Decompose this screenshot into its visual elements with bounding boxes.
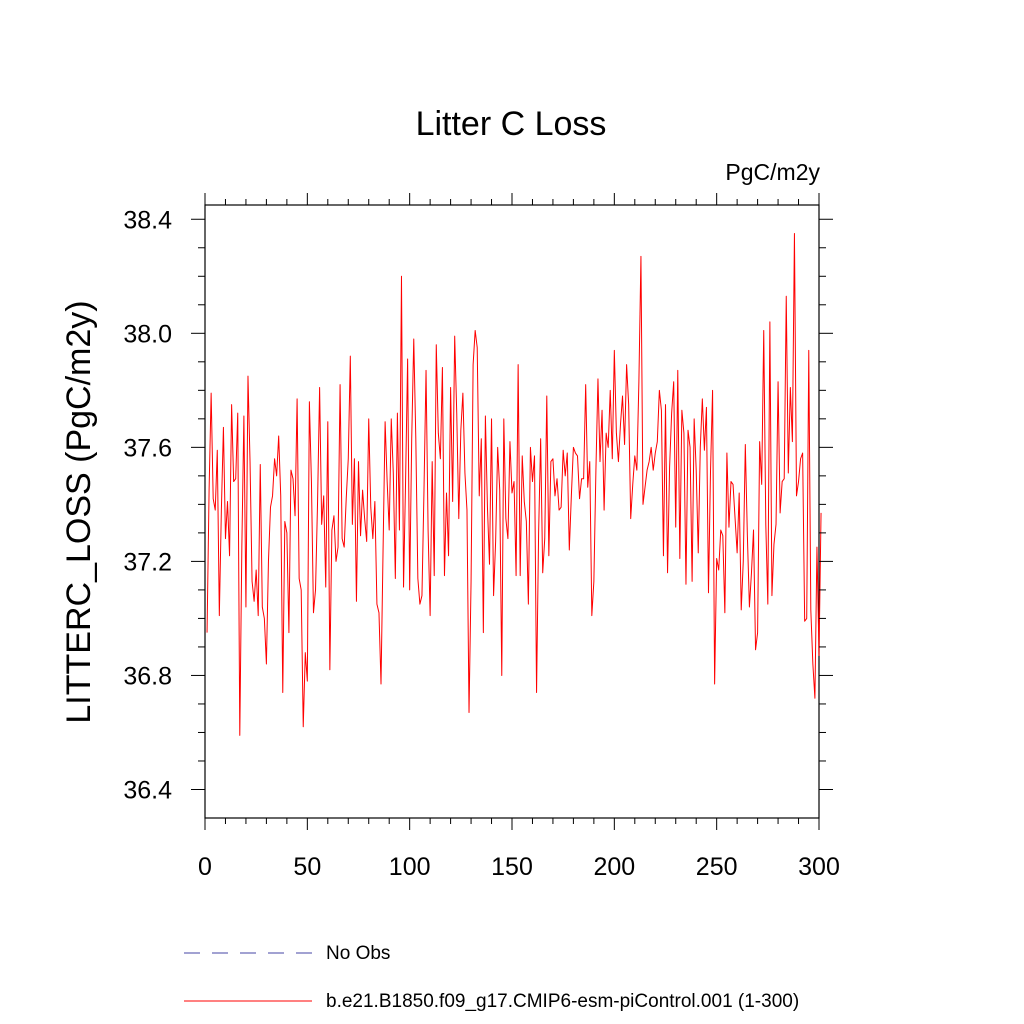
y-tick-label: 36.4	[123, 776, 172, 804]
x-tick-label: 150	[491, 853, 533, 881]
y-tick-label: 38.4	[123, 206, 172, 234]
legend: No Obs b.e21.B1850.f09_g17.CMIP6-esm-piC…	[184, 943, 799, 1012]
plot-area	[204, 204, 822, 819]
x-tick-label: 100	[389, 853, 431, 881]
series-group	[206, 233, 822, 736]
legend-label-model-run: b.e21.B1850.f09_g17.CMIP6-esm-piControl.…	[326, 991, 799, 1012]
x-axis: 0 50 100 150 200 250 300	[198, 193, 840, 881]
x-tick-label: 0	[198, 853, 212, 881]
x-tick-label: 50	[293, 853, 321, 881]
chart-title: Litter C Loss	[416, 105, 607, 143]
x-tick-label: 250	[696, 853, 738, 881]
legend-label-no-obs: No Obs	[326, 943, 390, 964]
y-axis: 36.4 36.8 37.2 37.6 38.0 38.4	[123, 206, 833, 804]
y-tick-label: 37.2	[123, 548, 172, 576]
y-tick-label: 38.0	[123, 320, 172, 348]
series-line-0	[206, 233, 822, 736]
x-tick-label: 200	[593, 853, 635, 881]
y-axis-label: LITTERC_LOSS (PgC/m2y)	[60, 300, 98, 723]
y-tick-label: 36.8	[123, 662, 172, 690]
y-tick-label: 37.6	[123, 434, 172, 462]
units-label: PgC/m2y	[725, 159, 820, 185]
plot-frame	[204, 204, 820, 819]
x-tick-label: 300	[798, 853, 840, 881]
